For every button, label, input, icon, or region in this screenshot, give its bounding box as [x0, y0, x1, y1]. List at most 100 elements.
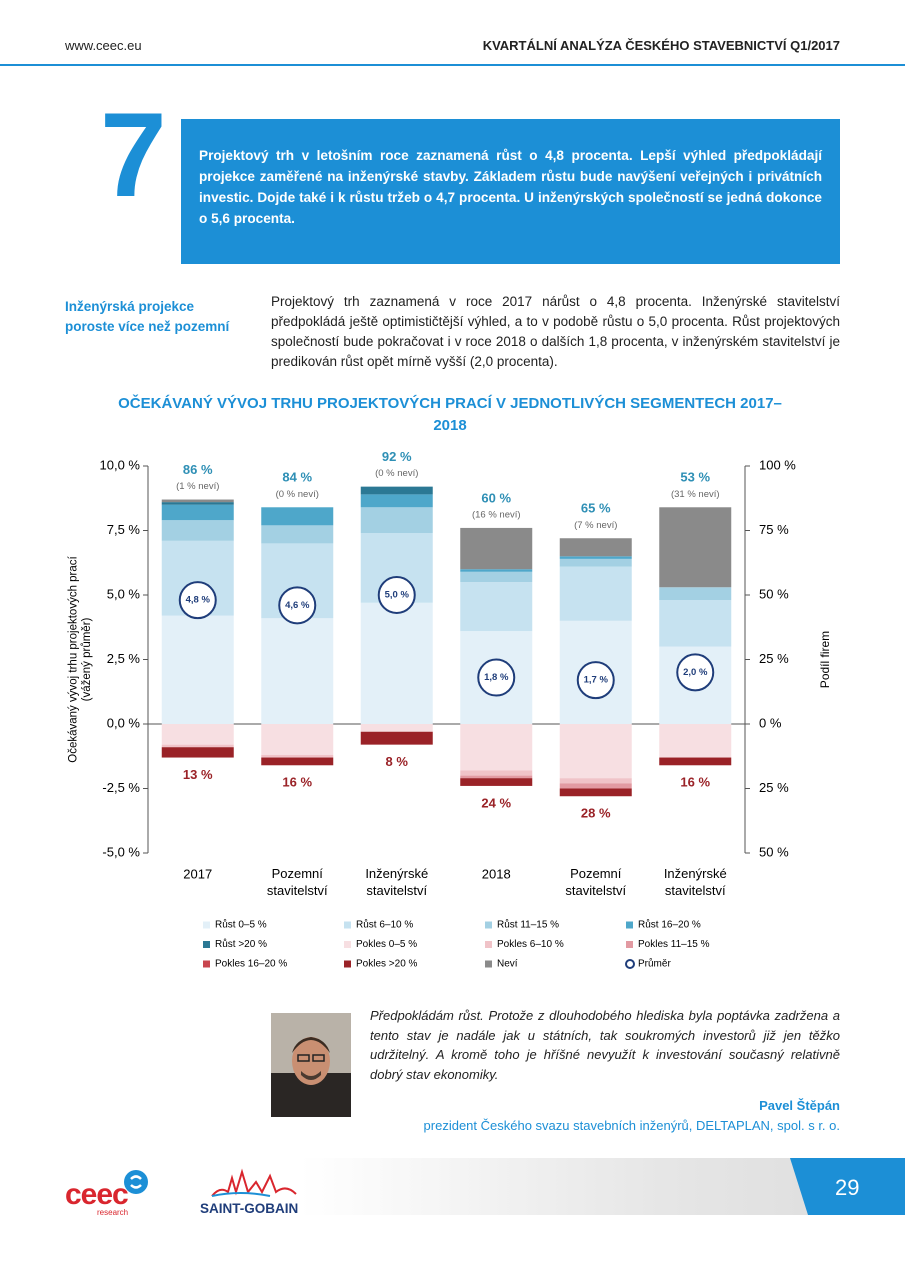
bar-segment: [261, 757, 334, 766]
x-tick-label: 2018: [482, 866, 511, 881]
y-tick-label: -5,0 %: [102, 844, 140, 859]
average-label: 1,8 %: [484, 672, 509, 683]
x-tick-label: Pozemní stavitelství: [267, 866, 328, 898]
unknown-label: (16 % neví): [472, 509, 521, 520]
bar-segment: [559, 566, 632, 621]
bar-segment: [360, 724, 433, 732]
bar-segment: [161, 615, 234, 724]
legend-label: Růst >20 %: [215, 938, 267, 950]
quote-author: Pavel Štěpán: [759, 1098, 840, 1113]
legend-marker: [485, 921, 492, 929]
y-axis-title: Očekávaný vývoj trhu projektových prací(…: [68, 555, 93, 762]
average-label: 4,8 %: [186, 595, 211, 606]
y2-tick-label: 25 %: [759, 651, 789, 666]
y-tick-label: -2,5 %: [102, 780, 140, 795]
bar-segment: [360, 494, 433, 508]
legend-marker: [485, 960, 492, 968]
legend-marker: [626, 941, 633, 948]
bar-segment: [460, 770, 533, 776]
chart-title: OČEKÁVANÝ VÝVOJ TRHU PROJEKTOVÝCH PRACÍ …: [118, 395, 782, 434]
legend-marker: [344, 921, 351, 929]
bar-segment: [460, 571, 533, 583]
header-rule: [0, 64, 905, 66]
bar-segment: [659, 600, 732, 647]
bar-segment: [559, 556, 632, 559]
site-url: www.ceec.eu: [65, 38, 142, 53]
bar-segment: [161, 747, 234, 758]
x-tick-label: 2017: [183, 866, 212, 881]
growth-label: 60 %: [481, 490, 511, 505]
average-label: 5,0 %: [385, 590, 410, 601]
bar-segment: [261, 618, 334, 724]
legend-label: Pokles 0–5 %: [356, 939, 417, 950]
y-tick-label: 5,0 %: [107, 586, 141, 601]
growth-label: 65 %: [581, 501, 611, 516]
x-tick-label: Pozemní stavitelství: [565, 866, 626, 898]
bar-segment: [360, 507, 433, 534]
highlight-box: Projektový trh v letošním roce zaznamená…: [181, 119, 840, 264]
page-number: 29: [835, 1175, 860, 1200]
decline-label: 16 %: [680, 775, 710, 790]
page-number-box: [790, 1158, 905, 1215]
bar-segment: [559, 788, 632, 797]
y2-tick-label: 50 %: [759, 586, 789, 601]
legend-label: Průměr: [638, 958, 671, 970]
decline-label: 28 %: [581, 806, 611, 821]
y2-tick-label: 0 %: [759, 715, 782, 730]
bar-segment: [161, 724, 234, 745]
logo-mark: [211, 1168, 297, 1197]
unknown-label: (31 % neví): [671, 489, 720, 500]
section-number: 7: [100, 88, 167, 222]
sidebar-title: Inženýrská projekce poroste více než poz…: [65, 299, 230, 334]
bar-segment: [559, 538, 632, 557]
bar-segment: [161, 744, 234, 748]
growth-label: 53 %: [680, 470, 710, 485]
bar-segment: [460, 582, 533, 632]
bar-segment: [659, 587, 732, 601]
decline-label: 13 %: [183, 767, 213, 782]
average-marker: [377, 576, 416, 614]
legend-label: Růst 0–5 %: [215, 919, 267, 931]
bar-segment: [161, 502, 234, 505]
y2-tick-label: 50 %: [759, 844, 789, 859]
bar-segment: [460, 569, 533, 572]
body-paragraph: Projektový trh zaznamená v roce 2017 nár…: [271, 294, 840, 369]
average-label: 4,6 %: [285, 600, 310, 611]
legend-marker: [203, 960, 210, 968]
logo-ceec-sub: research: [97, 1208, 129, 1217]
y-tick-label: 10,0 %: [100, 457, 141, 472]
legend-label: Neví: [497, 959, 518, 970]
average-marker: [676, 653, 715, 692]
unknown-label: (1 % neví): [176, 481, 219, 492]
average-marker: [576, 661, 615, 700]
bar-segment: [460, 775, 533, 779]
legend-marker: [485, 941, 492, 948]
portrait: [271, 1013, 351, 1117]
decline-label: 24 %: [481, 795, 511, 810]
average-marker: [477, 658, 516, 697]
logo-ceec: ceec: [65, 1178, 129, 1211]
average-marker: [278, 586, 317, 625]
quote-text: Předpokládám růst. Protože z dlouhodobéh…: [370, 1008, 840, 1082]
unknown-label: (0 % neví): [276, 489, 319, 500]
chart: 10,0 % 7,5 % 5,0 % 2,5 % 0,0 % -2,5 % -5,0 % 10…: [68, 449, 832, 970]
x-tick-label: Inženýrské stavitelství: [365, 866, 428, 898]
quote-role: prezident Českého svazu stavebních inžen…: [423, 1118, 840, 1133]
bar-segment: [559, 778, 632, 784]
growth-label: 86 %: [183, 462, 213, 477]
bar-segment: [659, 507, 732, 588]
decline-label: 16 %: [282, 775, 312, 790]
unknown-label: (0 % neví): [375, 468, 418, 479]
bar-segment: [559, 783, 632, 789]
logo-icon: [124, 1170, 148, 1194]
y-tick-label: 7,5 %: [107, 522, 141, 537]
bar-segment: [161, 499, 234, 503]
legend-label: Pokles 16–20 %: [215, 959, 287, 970]
bar-segment: [161, 504, 234, 521]
y2-tick-label: 25 %: [759, 780, 789, 795]
y-tick-label: 2,5 %: [107, 651, 141, 666]
legend-label: Růst 6–10 %: [356, 919, 413, 931]
header-title: KVARTÁLNÍ ANALÝZA ČESKÉHO STAVEBNICTVÍ Q…: [482, 38, 840, 53]
legend-marker: [626, 921, 633, 929]
